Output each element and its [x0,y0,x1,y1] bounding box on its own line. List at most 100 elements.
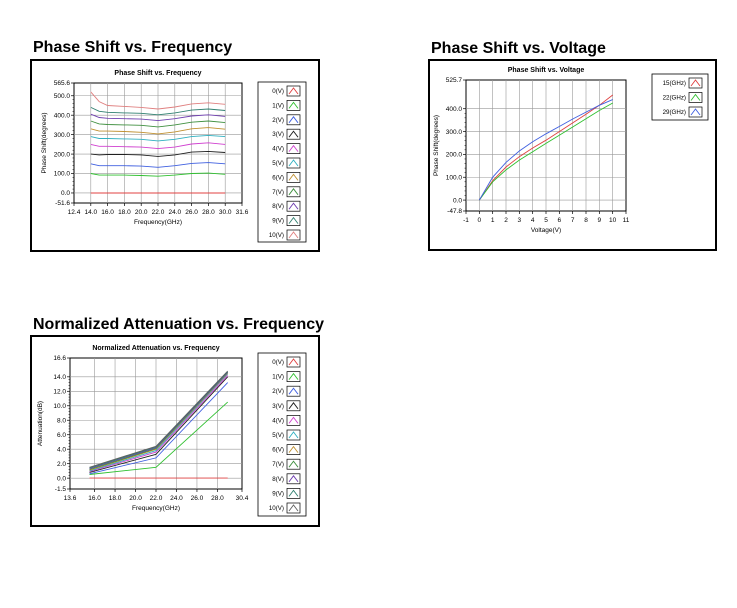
chart-panel-attenuation-frequency: Normalized Attenuation vs. Frequency 13.6… [30,335,320,527]
y-tick-label: 6.0 [57,432,66,439]
legend-swatch [286,172,301,183]
legend-swatch-line [288,216,299,224]
y-tick-label: 400.0 [54,112,71,119]
legend-swatch-line [288,188,299,196]
y-tick-label: 0.0 [57,475,66,482]
legend-entry-label: 7(V) [272,461,284,468]
legend-swatch [286,356,301,368]
y-tick-label: 500.0 [54,93,71,100]
legend-entry-label: 9(V) [272,490,284,497]
chart-attenuation-frequency: Normalized Attenuation vs. Frequency 13.6… [37,345,307,517]
legend-swatch-line [288,504,299,512]
legend-swatch-line [288,387,299,395]
x-tick-label: 12.4 [68,209,81,216]
x-axis-label: Frequency(GHz) [134,219,182,226]
x-tick-label: -1 [463,217,469,224]
series-line [89,372,229,470]
legend-entry-label: 10(V) [269,505,284,512]
legend-swatch-line [288,87,299,95]
legend-swatch-line [288,144,299,152]
x-tick-label: 10 [609,217,617,224]
legend-swatch-line [288,416,299,424]
legend-swatch [286,157,301,169]
legend-swatch [286,502,301,514]
y-axis-label: Attenuation(dB) [37,401,44,446]
legend-swatch [286,85,301,97]
series-line [89,373,229,472]
y-tick-label: 200.0 [54,151,71,158]
legend-entry-label: 8(V) [272,203,284,210]
x-tick-label: 6 [558,217,562,224]
series-line [90,172,226,177]
legend-entry-label: 2(V) [272,117,284,124]
y-tick-label: 400.0 [446,106,463,113]
legend-swatch [286,100,301,111]
legend-swatch-line [288,431,299,439]
chart-title: Normalized Attenuation vs. Frequency [92,345,219,352]
chart-panel-phase-frequency: Phase Shift vs. Frequency 12.4 14.0 16.0 18.… [30,59,320,252]
chart-panel-phase-voltage: Phase Shift vs. Voltage -1 0 1 2 3 4 5 6 7 8 9 10 11 5… [428,59,717,251]
legend-entry-label: 10(V) [269,232,284,239]
x-tick-label: 16.0 [88,495,101,502]
y-tick-label: 16.6 [53,355,66,362]
series-line [90,162,226,168]
legend-entry-label: 6(V) [272,174,284,181]
chart-phase-voltage: Phase Shift vs. Voltage -1 0 1 2 3 4 5 6 7 8 9 10 11 5… [433,67,709,234]
x-tick-label: 3 [518,217,522,224]
x-tick-label: 26.0 [185,209,198,216]
legend-swatch-line [288,489,299,497]
legend-swatch [286,186,301,198]
series-line [90,120,226,128]
legend-swatch-line [288,445,299,453]
x-tick-label: 22.0 [152,209,165,216]
x-tick-label: 9 [598,217,602,224]
legend-swatch-line [690,93,701,101]
legend-entry-label: 5(V) [272,432,284,439]
series-line [89,371,229,469]
series-line [90,127,226,135]
legend-entry-label: 8(V) [272,476,284,483]
x-tick-label: 8 [584,217,588,224]
legend-entry-label: 5(V) [272,160,284,167]
legend-swatch [286,415,301,426]
x-tick-label: 28.0 [211,495,224,502]
x-tick-label: 28.0 [202,209,215,216]
x-tick-label: 24.0 [170,495,183,502]
legend-entry-label: 0(V) [272,359,284,366]
y-tick-label: -51.6 [55,200,70,207]
legend-swatch [688,106,703,118]
x-tick-label: 26.0 [191,495,204,502]
y-tick-label: 2.0 [57,461,66,468]
legend-swatch-line [288,475,299,483]
legend-swatch-line [288,372,299,380]
legend-swatch-line [288,130,299,138]
series-line [89,372,229,471]
y-tick-label: 100.0 [54,171,71,178]
series-line [90,113,226,122]
y-tick-label: -47.8 [447,208,462,215]
legend-swatch-line [288,116,299,124]
legend-swatch-line [690,108,701,116]
legend-swatch-line [288,460,299,468]
y-tick-label: 10.0 [53,403,66,410]
series-line [89,370,229,468]
legend-swatch-line [288,173,299,181]
x-tick-label: 20.0 [135,209,148,216]
chart-title: Phase Shift vs. Frequency [114,70,201,77]
y-tick-label: 525.7 [446,77,463,84]
legend-swatch [286,458,301,470]
legend-swatch-line [288,159,299,167]
chart-phase-frequency: Phase Shift vs. Frequency 12.4 14.0 16.0 18.… [41,70,307,243]
legend-entry-label: 3(V) [272,131,284,138]
legend-entry-label: 4(V) [272,146,284,153]
series-line [89,375,229,473]
legend-entry-label: 9(V) [272,218,284,225]
legend-entry-label: 6(V) [272,447,284,454]
legend-swatch [286,444,301,455]
x-axis-label: Frequency(GHz) [132,505,180,512]
legend-entry-label: 1(V) [272,374,284,381]
legend-swatch-line [690,79,701,87]
y-tick-label: 200.0 [446,152,463,159]
y-tick-label: 8.0 [57,417,66,424]
legend-swatch-line [288,231,299,239]
